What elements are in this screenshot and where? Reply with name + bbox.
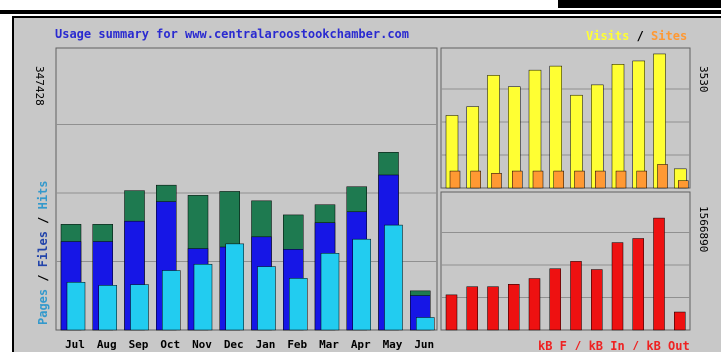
bar-sites-Oct (512, 170, 523, 189)
bar-pages-Jan (257, 266, 276, 331)
bar-visits-Mar (611, 64, 625, 189)
bar-kbytes-Oct (508, 284, 520, 331)
bar-kbytes-Nov (528, 278, 541, 331)
left-axis-part-4: Hits (36, 180, 50, 209)
panel-2 (440, 191, 691, 331)
bar-pages-Apr (352, 238, 371, 331)
bar-pages-Dec (225, 243, 244, 331)
panel-0 (55, 47, 438, 331)
bar-kbytes-Jul (445, 294, 458, 331)
left-axis-part-1: / (36, 267, 50, 289)
right-bottom-max-label: 1566890 (697, 206, 710, 252)
bar-pages-Jun (416, 317, 435, 331)
bar-sites-Jul (449, 170, 461, 189)
bar-visits-Dec (549, 65, 562, 189)
bar-sites-Dec (553, 170, 564, 189)
top-bar (0, 0, 721, 14)
legend-vs-part-1: / (629, 29, 651, 43)
month-label-Mar: Mar (319, 338, 339, 350)
bar-pages-Feb (289, 278, 308, 331)
bar-visits-Sep (487, 75, 500, 189)
bar-visits-Apr (632, 60, 645, 189)
panel-1 (440, 47, 691, 189)
bar-kbytes-Apr (632, 238, 644, 331)
legend-kb-part-0: kB F / kB In / kB Out (538, 339, 690, 350)
bar-visits-Nov (528, 69, 542, 189)
month-label-May: May (383, 338, 403, 350)
bar-sites-Jun (678, 180, 689, 189)
legend-vs-part-2: Sites (651, 29, 687, 43)
month-label-Aug: Aug (97, 338, 117, 350)
bar-pages-Oct (162, 270, 181, 331)
bar-kbytes-Sep (487, 286, 499, 331)
panel-frames (55, 47, 691, 331)
bar-kbytes-Feb (591, 269, 603, 331)
bar-sites-Sep (491, 173, 502, 189)
left-axis-part-0: Pages (36, 289, 50, 325)
month-label-Feb: Feb (287, 338, 307, 350)
bar-sites-Mar (615, 170, 627, 189)
top-bar-corner (558, 0, 721, 8)
bar-pages-Jul (66, 281, 86, 331)
bar-sites-Nov (532, 170, 544, 189)
bar-kbytes-May (653, 217, 665, 331)
bar-pages-May (384, 224, 403, 331)
bar-pages-Sep (130, 284, 149, 331)
bar-sites-May (657, 164, 668, 189)
left-axis-part-2: Files (36, 231, 50, 267)
bar-sites-Apr (636, 170, 647, 189)
bar-kbytes-Jun (674, 311, 686, 331)
chart-marks (60, 53, 689, 331)
bar-kbytes-Mar (611, 242, 624, 331)
left-max-label: 347428 (33, 66, 46, 106)
bar-sites-Feb (595, 170, 606, 189)
axis-labels: Jul Aug Sep Oct Nov Dec Jan Feb Mar Apr May Jun 3474… (33, 66, 710, 350)
legend-kbytes: kB F / kB In / kB Out (538, 339, 690, 350)
bar-kbytes-Aug (466, 286, 478, 331)
bar-sites-Jan (574, 170, 585, 189)
right-top-max-label: 3530 (697, 66, 710, 93)
left-axis-label: Pages / Files / Hits (36, 180, 50, 325)
bar-sites-Aug (470, 170, 481, 189)
bar-kbytes-Dec (549, 268, 561, 331)
month-label-Dec: Dec (224, 338, 244, 350)
month-label-Jan: Jan (256, 338, 276, 350)
month-label-Sep: Sep (129, 338, 149, 350)
month-label-Jun: Jun (414, 338, 434, 350)
bar-pages-Mar (320, 253, 340, 331)
month-label-Nov: Nov (192, 338, 212, 350)
month-label-Oct: Oct (160, 338, 180, 350)
left-axis-part-3: / (36, 209, 50, 231)
legend-vs-part-0: Visits (586, 29, 629, 43)
bar-pages-Aug (98, 285, 117, 331)
bar-kbytes-Jan (570, 261, 582, 331)
month-label-Jul: Jul (65, 338, 85, 350)
month-label-Apr: Apr (351, 338, 371, 350)
legend-visits-sites: Visits / Sites (586, 29, 687, 43)
bar-pages-Nov (193, 263, 213, 331)
chart-title: Usage summary for www.centralaroostookch… (55, 27, 409, 41)
